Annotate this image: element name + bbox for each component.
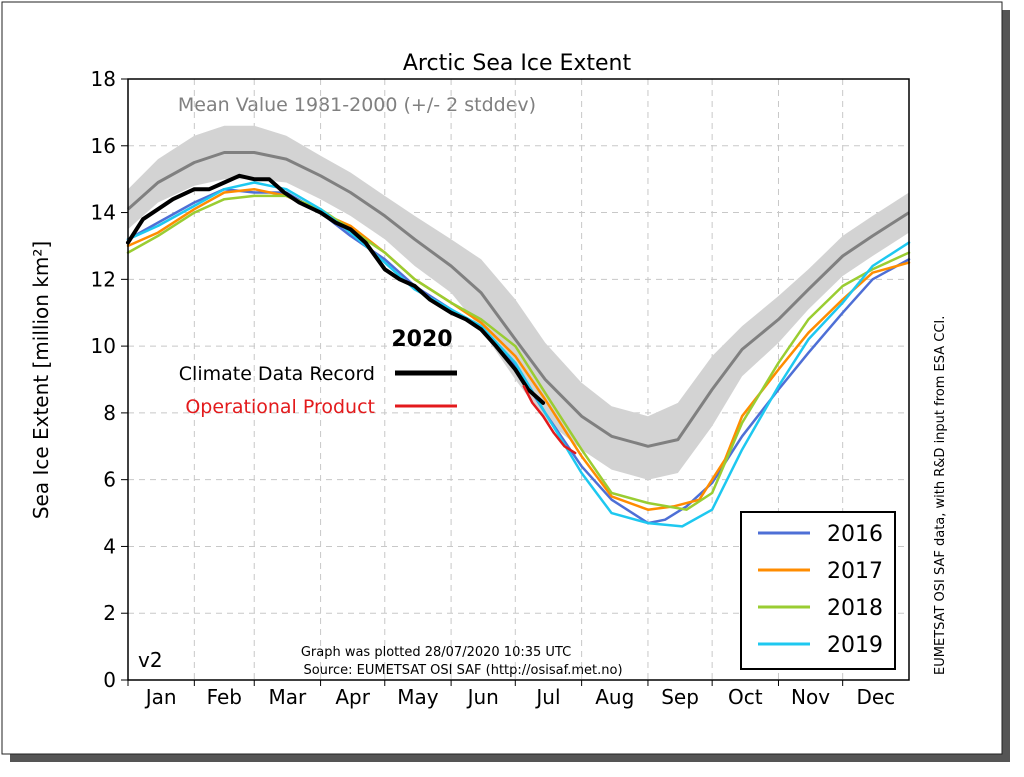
legend-label-2019: 2019: [827, 633, 883, 658]
axes: 0 2 4 6 8 10 12 14 16 18 Jan Feb Mar Apr May Jun Jul Aug S…: [91, 67, 910, 709]
years-legend: 2016 2017 2018 2019: [758, 522, 883, 658]
y-tick-label: 6: [103, 468, 116, 492]
years-legend-box: [740, 511, 896, 670]
series-lines: [126, 173, 911, 528]
x-tick-label: Apr: [335, 685, 370, 709]
x-tick-label: Jul: [534, 685, 560, 709]
series-2018-line: [126, 194, 911, 511]
y-axis-label: Sea Ice Extent [million km²]: [29, 241, 53, 519]
x-tick-label: Nov: [791, 685, 830, 709]
legend-label-2016: 2016: [827, 522, 883, 547]
x-tick-label: Dec: [856, 685, 895, 709]
y-tick-label: 14: [91, 201, 116, 225]
y-tick-label: 16: [91, 134, 116, 158]
y-tick-label: 18: [91, 67, 116, 91]
plot-area-border: [127, 78, 910, 681]
x-tick-label: Feb: [207, 685, 242, 709]
x-tick-label: May: [397, 685, 439, 709]
source-note: Source: EUMETSAT OSI SAF (http://osisaf.…: [303, 663, 622, 678]
year-2020-label: 2020: [391, 327, 452, 352]
mean-band: [127, 125, 910, 480]
x-tick-label: Aug: [595, 685, 634, 709]
x-tick-label: Jan: [144, 685, 177, 709]
version-label: v2: [138, 648, 163, 672]
legend-label-2018: 2018: [827, 596, 883, 621]
y-tick-label: 4: [103, 534, 116, 558]
x-tick-label: Mar: [269, 685, 308, 709]
mean-line: [127, 151, 910, 448]
chart-title: Arctic Sea Ice Extent: [403, 51, 632, 76]
chart-subtitle: Mean Value 1981-2000 (+/- 2 stddev): [178, 94, 536, 116]
series-2020-operational-line: [522, 384, 577, 455]
series-2020-cdr-line: [126, 173, 546, 405]
x-tick-label: Oct: [728, 685, 763, 709]
series-2017-line: [126, 187, 911, 511]
series-2019-line: [126, 181, 911, 528]
x-tick-label: Jun: [466, 685, 499, 709]
y-tick-label: 10: [91, 334, 116, 358]
stddev-band: [128, 125, 909, 480]
y-tick-label: 12: [91, 267, 116, 291]
op-legend-label: Operational Product: [185, 396, 375, 418]
y-tick-label: 8: [103, 401, 116, 425]
plotted-note: Graph was plotted 28/07/2020 10:35 UTC: [301, 645, 571, 660]
y-tick-label: 2: [103, 601, 116, 625]
cdr-legend-label: Climate Data Record: [179, 363, 375, 385]
legend-label-2017: 2017: [827, 559, 883, 584]
x-tick-label: Sep: [661, 685, 699, 709]
y-tick-label: 0: [103, 668, 116, 692]
side-note: EUMETSAT OSI SAF data, with R&D input fr…: [933, 316, 948, 675]
